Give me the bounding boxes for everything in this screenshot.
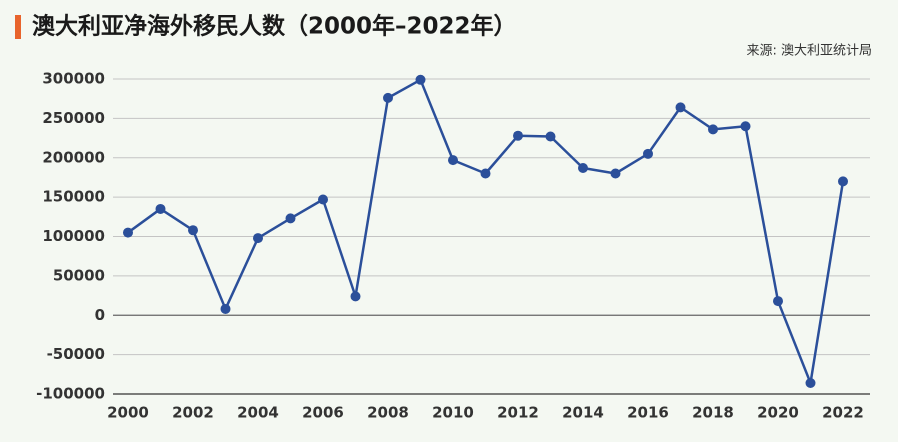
x-tick-label: 2006 [302, 404, 344, 422]
data-point [513, 130, 523, 141]
x-tick-label: 2008 [367, 404, 409, 422]
x-tick-label: 2010 [432, 404, 474, 422]
data-point [415, 74, 426, 85]
x-tick-label: 2000 [107, 404, 149, 422]
data-point [318, 194, 328, 205]
data-point [253, 233, 263, 244]
data-point [675, 102, 686, 113]
x-tick-label: 2004 [237, 404, 279, 422]
data-point [578, 162, 588, 173]
data-point [285, 213, 296, 224]
y-tick-label: 100000 [42, 227, 105, 245]
chart-title: 澳大利亚净海外移民人数（2000年–2022年） [32, 13, 517, 40]
y-tick-label: -100000 [36, 385, 105, 403]
data-point [773, 296, 783, 307]
data-point [708, 124, 718, 135]
y-tick-label: 50000 [53, 266, 105, 284]
data-point [838, 176, 848, 187]
data-point [188, 225, 198, 236]
data-point [220, 303, 231, 314]
y-tick-label: 250000 [42, 109, 105, 127]
data-point [383, 92, 393, 103]
series-line [127, 78, 845, 385]
x-tick-label: 2020 [757, 404, 799, 422]
data-point [805, 377, 816, 388]
data-point [643, 148, 653, 159]
data-point [350, 291, 361, 302]
source-note: 来源: 澳大利亚统计局 [746, 43, 872, 59]
y-tick-label: 150000 [42, 188, 105, 206]
data-point [480, 168, 491, 179]
y-tick-label: 0 [95, 306, 105, 324]
y-tick-label: -50000 [47, 345, 105, 363]
x-tick-label: 2014 [562, 404, 604, 422]
data-point [448, 155, 458, 166]
y-tick-label: 300000 [42, 70, 105, 88]
x-tick-label: 2018 [692, 404, 734, 422]
x-tick-label: 2016 [627, 404, 669, 422]
data-point [740, 121, 751, 132]
x-tick-label: 2012 [497, 404, 539, 422]
x-tick-label: 2022 [822, 404, 864, 422]
title-marker [15, 15, 21, 39]
data-point [123, 227, 133, 238]
y-tick-label: 200000 [42, 148, 105, 166]
x-tick-label: 2002 [172, 404, 214, 422]
data-point [155, 203, 166, 214]
data-point [545, 131, 556, 142]
data-point [610, 168, 621, 179]
